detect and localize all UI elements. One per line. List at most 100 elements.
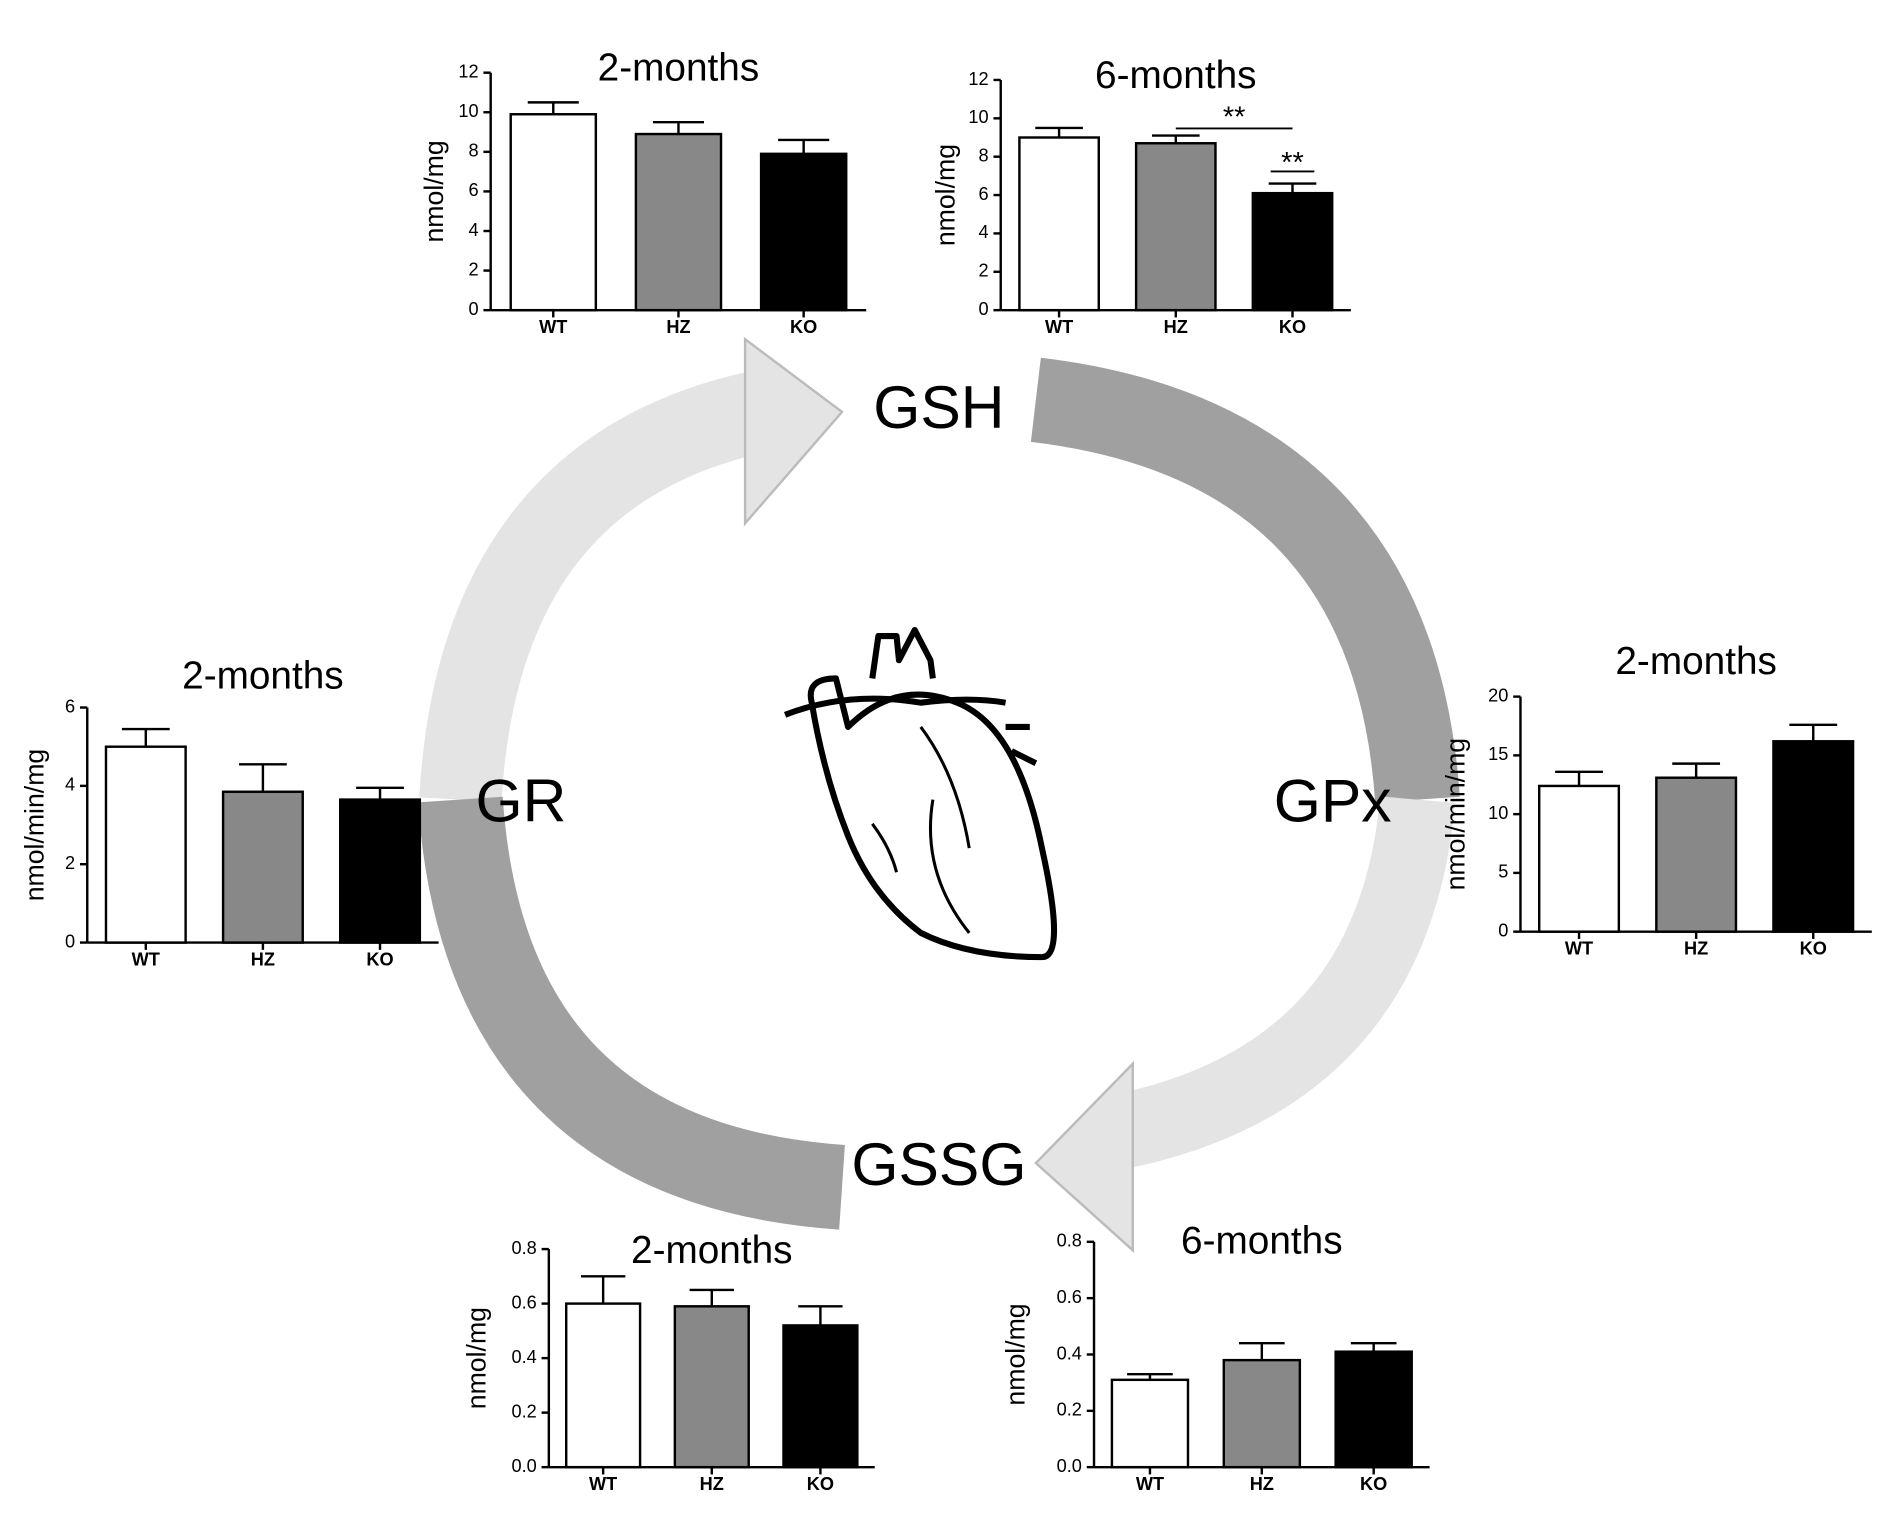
y-tick-label: 10 [458,101,478,121]
bar [1655,776,1738,933]
x-tick-label: HZ [1684,939,1708,959]
bar [221,790,304,944]
x-tick-label: WT [1136,1474,1164,1494]
x-tick-label: KO [807,1474,834,1494]
y-tick-label: 20 [1488,685,1508,705]
y-tick-label: 8 [468,141,478,161]
chart-title: 2-months [1615,640,1777,683]
y-axis-label: nmol/mg [419,140,449,242]
bar-chart: 2-months nmol/min/mg 0 5 10 15 20 WT HZ KO [1441,640,1872,959]
x-tick-label: KO [790,317,817,337]
bar [1018,136,1100,312]
arrow-head [1034,1060,1134,1254]
y-axis-label: nmol/mg [462,1307,492,1409]
bar [1538,784,1621,933]
y-tick-label: 0 [65,931,75,951]
node-label: GSH [873,373,1004,441]
x-tick-label: KO [1360,1474,1387,1494]
y-tick-label: 0.0 [511,1456,536,1476]
x-tick-label: HZ [700,1474,724,1494]
y-tick-label: 0.0 [1057,1456,1082,1476]
cycle-arrows [418,336,1460,1254]
chart-title: 2-months [598,47,760,90]
y-tick-label: 0.4 [1057,1343,1082,1363]
x-tick-label: HZ [1250,1474,1274,1494]
y-tick-label: 5 [1498,862,1508,882]
bar [1251,191,1334,312]
y-tick-label: 0.6 [1057,1287,1082,1307]
bar-chart: 6-months nmol/mg 0 2 4 6 8 10 12 WT HZ KO ** ** [930,54,1351,337]
y-axis-label: nmol/min/mg [19,749,49,901]
bar [634,132,723,312]
node-label: GPx [1274,767,1392,835]
y-tick-label: 0 [468,299,478,319]
y-tick-label: 0 [979,299,989,319]
x-tick-label: WT [539,317,567,337]
bar [782,1324,859,1469]
bar-chart: 2-months nmol/min/mg 0 2 4 6 WT HZ KO [19,655,439,970]
bar [104,745,187,944]
arrow-gsh-gpx [1030,357,1460,803]
x-tick-label: WT [589,1474,617,1494]
significance-label: ** [1281,147,1304,179]
x-tick-label: HZ [251,950,275,970]
x-tick-label: WT [1045,317,1073,337]
node-label: GR [476,767,567,835]
y-tick-label: 0.8 [1057,1231,1082,1251]
bar-chart: 2-months nmol/mg 0 2 4 6 8 10 12 WT HZ KO [419,47,867,337]
x-tick-label: KO [1279,317,1306,337]
heart [783,626,1058,961]
x-tick-label: KO [1800,939,1827,959]
y-tick-label: 6 [979,184,989,204]
y-tick-label: 2 [65,853,75,873]
y-tick-label: 8 [979,145,989,165]
x-tick-label: WT [1565,939,1593,959]
y-axis-label: nmol/mg [930,144,960,246]
arrow-gr-gsh [419,371,767,802]
x-tick-label: HZ [1164,317,1188,337]
x-tick-label: WT [132,950,160,970]
bar [1110,1378,1190,1469]
y-tick-label: 2 [468,259,478,279]
bar [673,1305,750,1469]
x-tick-label: KO [366,950,393,970]
y-tick-label: 2 [979,261,989,281]
y-tick-label: 6 [468,180,478,200]
y-tick-label: 0.4 [511,1347,536,1367]
y-tick-label: 15 [1488,744,1508,764]
y-tick-label: 0 [1498,920,1508,940]
y-tick-label: 10 [1488,803,1508,823]
significance-label: ** [1223,101,1246,133]
y-tick-label: 0.2 [511,1401,536,1421]
arrow-head [743,336,844,527]
chart-title: 6-months [1095,54,1257,97]
y-tick-label: 4 [468,220,478,240]
arrow-gpx-gssg [1107,796,1455,1170]
y-tick-label: 10 [968,107,988,127]
chart-title: 6-months [1181,1219,1343,1262]
node-label: GSSG [851,1130,1026,1198]
bar [1222,1358,1302,1469]
y-tick-label: 0.2 [1057,1400,1082,1420]
bar [1334,1350,1413,1469]
arrow-gr-gssg [418,796,846,1230]
y-tick-label: 4 [979,222,989,242]
y-tick-label: 4 [65,775,75,795]
y-tick-label: 12 [458,61,478,81]
chart-title: 2-months [182,655,344,698]
bar-chart: 6-months nmol/mg 0.0 0.2 0.4 0.6 0.8 WT HZ KO [1001,1219,1430,1494]
bar [338,798,422,944]
y-tick-label: 12 [968,69,988,89]
y-axis-label: nmol/mg [1001,1303,1031,1405]
y-axis-label: nmol/min/mg [1441,738,1471,890]
bar [509,113,598,312]
chart-title: 2-months [631,1229,793,1272]
y-tick-label: 0.6 [511,1292,536,1312]
bar [565,1302,642,1469]
bar [759,152,848,312]
bar [1134,142,1217,312]
bar-chart: 2-months nmol/mg 0.0 0.2 0.4 0.6 0.8 WT HZ KO [462,1229,875,1494]
x-tick-label: HZ [666,317,690,337]
